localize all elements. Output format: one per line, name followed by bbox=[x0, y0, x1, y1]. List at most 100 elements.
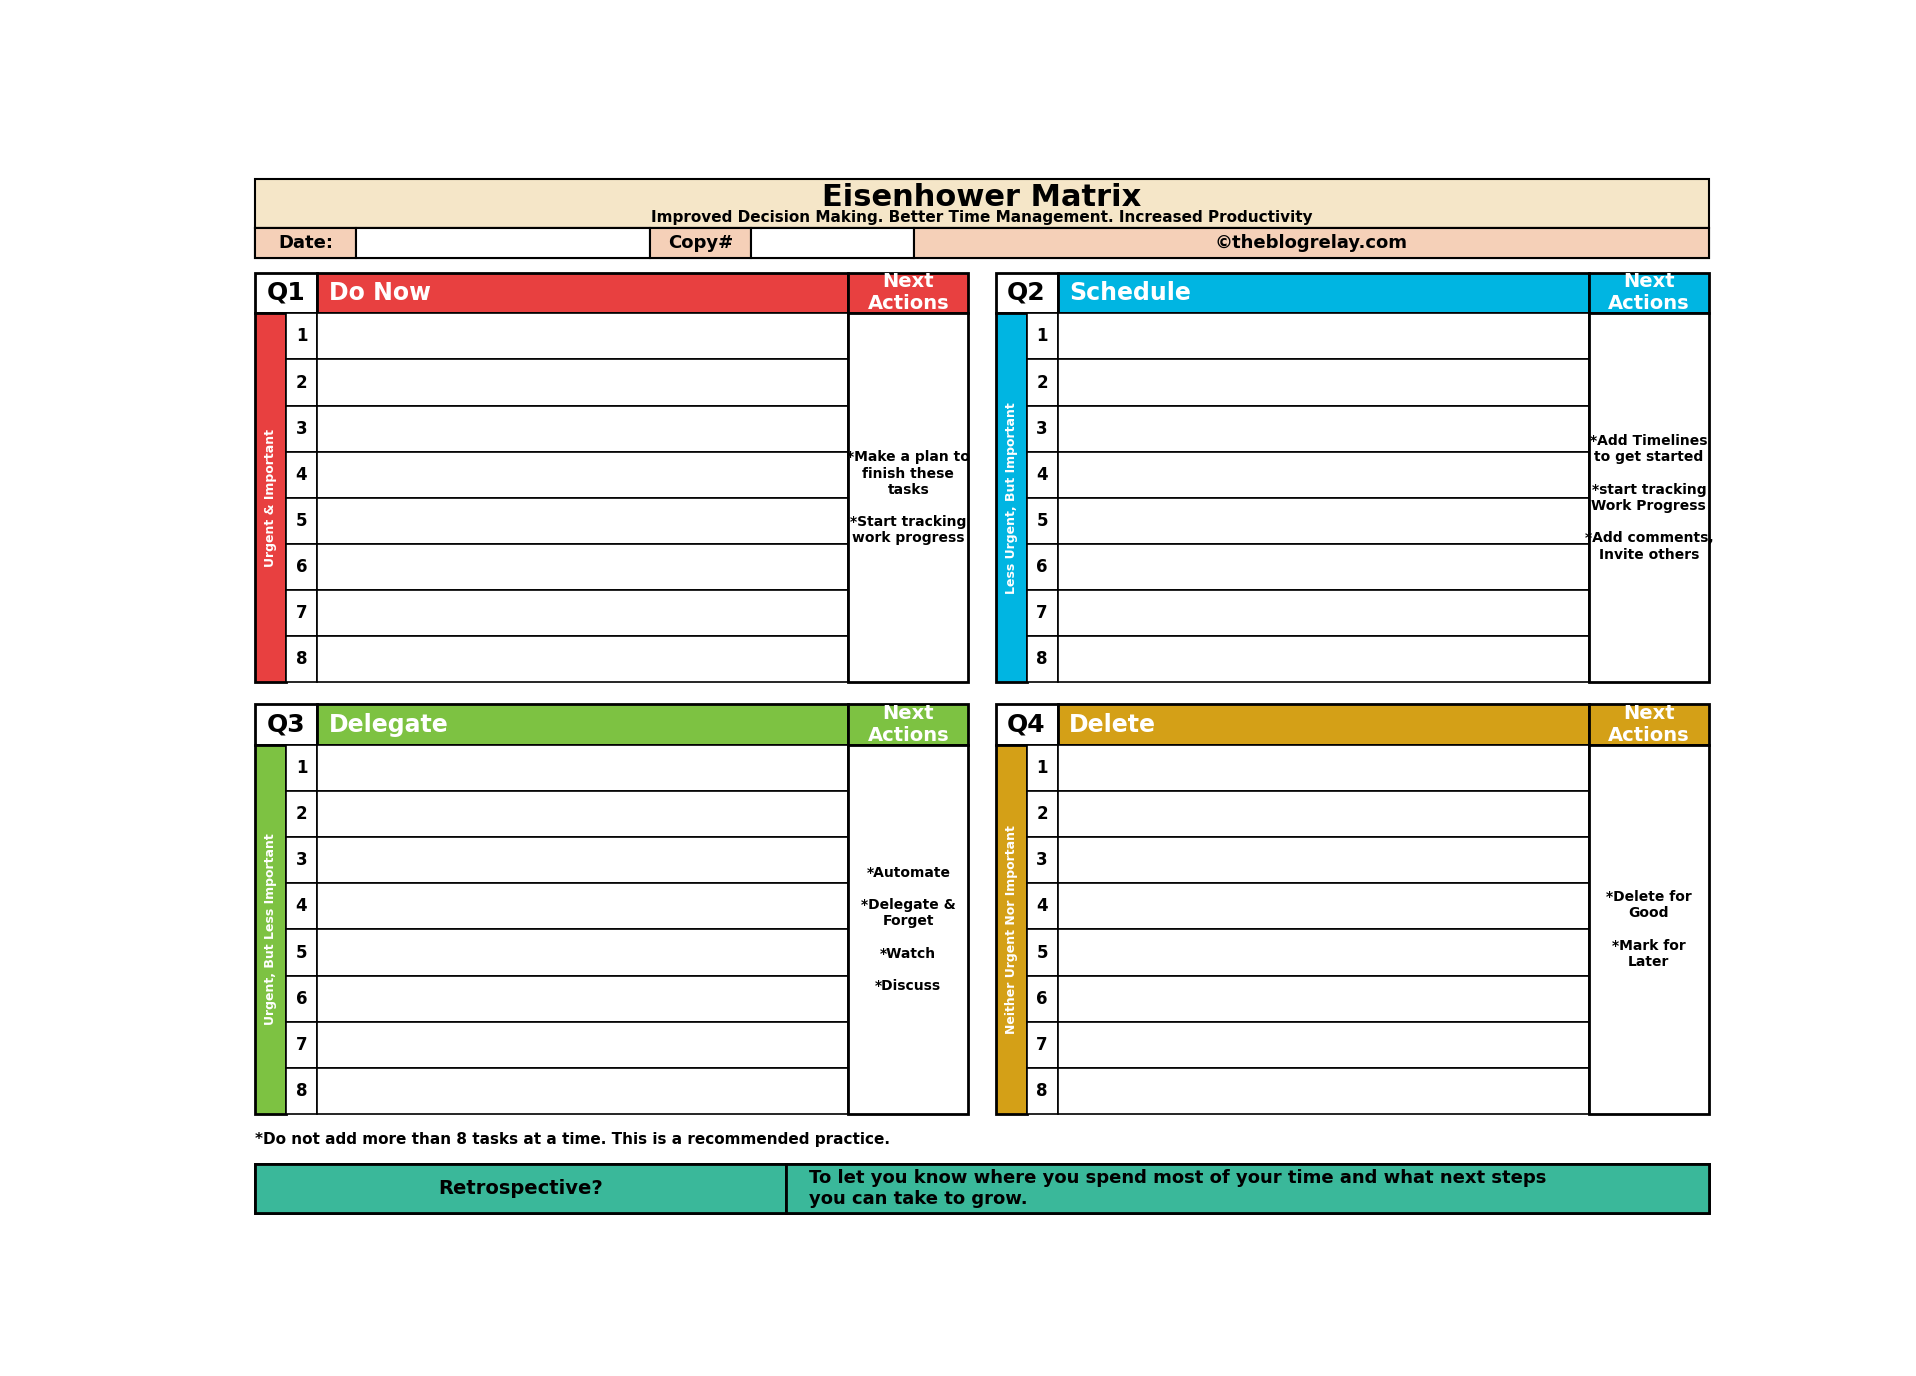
Bar bbox=[316, 406, 849, 451]
Bar bbox=[1058, 314, 1588, 359]
Text: 8: 8 bbox=[295, 651, 307, 669]
Bar bbox=[1058, 705, 1588, 744]
Bar bbox=[849, 705, 968, 744]
Bar bbox=[255, 314, 285, 682]
Bar bbox=[255, 1164, 786, 1214]
Bar bbox=[1027, 1068, 1058, 1115]
Bar bbox=[285, 590, 316, 636]
Text: 1: 1 bbox=[295, 760, 307, 777]
Text: 7: 7 bbox=[295, 604, 307, 622]
Bar bbox=[1058, 744, 1588, 791]
Text: 4: 4 bbox=[1037, 897, 1048, 915]
Text: 6: 6 bbox=[1037, 559, 1048, 577]
Text: ©theblogrelay.com: ©theblogrelay.com bbox=[1215, 234, 1408, 252]
Bar bbox=[285, 636, 316, 682]
Text: Q4: Q4 bbox=[1008, 713, 1046, 736]
Bar bbox=[255, 228, 356, 257]
Text: 3: 3 bbox=[295, 852, 307, 870]
Bar bbox=[316, 359, 849, 406]
Bar bbox=[316, 590, 849, 636]
Text: 3: 3 bbox=[1037, 852, 1048, 870]
Bar bbox=[1027, 929, 1058, 976]
Text: 8: 8 bbox=[295, 1082, 307, 1099]
Bar bbox=[996, 314, 1027, 682]
Text: 7: 7 bbox=[295, 1036, 307, 1054]
Text: 6: 6 bbox=[295, 989, 307, 1007]
Bar bbox=[285, 976, 316, 1022]
Text: Q1: Q1 bbox=[266, 281, 305, 305]
Text: Next
Actions: Next Actions bbox=[1608, 705, 1690, 744]
Text: 4: 4 bbox=[295, 466, 307, 484]
Bar bbox=[996, 744, 1027, 1115]
Text: Date:: Date: bbox=[278, 234, 333, 252]
Bar bbox=[1058, 976, 1588, 1022]
Bar bbox=[1588, 272, 1709, 314]
Text: Retrospective?: Retrospective? bbox=[439, 1179, 604, 1198]
Text: 3: 3 bbox=[295, 420, 307, 438]
Text: 8: 8 bbox=[1037, 651, 1048, 669]
Bar bbox=[316, 272, 849, 314]
Bar bbox=[1027, 744, 1058, 791]
Bar bbox=[1027, 837, 1058, 883]
Bar bbox=[285, 837, 316, 883]
Text: 2: 2 bbox=[1037, 373, 1048, 392]
Text: To let you know where you spend most of your time and what next steps
you can ta: To let you know where you spend most of … bbox=[809, 1170, 1546, 1208]
Text: Delegate: Delegate bbox=[330, 713, 448, 736]
Text: *Do not add more than 8 tasks at a time. This is a recommended practice.: *Do not add more than 8 tasks at a time.… bbox=[255, 1131, 891, 1146]
Bar bbox=[1027, 498, 1058, 544]
Bar bbox=[356, 228, 650, 257]
Bar bbox=[285, 929, 316, 976]
Text: Copy#: Copy# bbox=[669, 234, 734, 252]
Bar bbox=[1027, 406, 1058, 451]
Bar bbox=[255, 1164, 1709, 1214]
Bar bbox=[285, 744, 316, 791]
Bar bbox=[1058, 498, 1588, 544]
Text: Urgent & Important: Urgent & Important bbox=[264, 429, 278, 567]
Bar bbox=[285, 314, 316, 359]
Bar bbox=[849, 314, 968, 682]
Bar bbox=[316, 451, 849, 498]
Text: 4: 4 bbox=[1037, 466, 1048, 484]
Text: Improved Decision Making. Better Time Management. Increased Productivity: Improved Decision Making. Better Time Ma… bbox=[651, 209, 1312, 224]
Text: 8: 8 bbox=[1037, 1082, 1048, 1099]
Bar bbox=[1058, 272, 1588, 314]
Text: 7: 7 bbox=[1037, 604, 1048, 622]
Bar bbox=[1027, 1022, 1058, 1068]
Bar bbox=[1027, 791, 1058, 837]
Text: 5: 5 bbox=[295, 512, 307, 530]
Bar bbox=[1027, 636, 1058, 682]
Bar bbox=[1588, 744, 1709, 1115]
Text: 1: 1 bbox=[295, 327, 307, 345]
Bar bbox=[1058, 590, 1588, 636]
Bar bbox=[786, 1164, 1709, 1214]
Bar bbox=[316, 837, 849, 883]
Bar bbox=[1058, 929, 1588, 976]
Bar bbox=[285, 451, 316, 498]
Bar bbox=[285, 791, 316, 837]
Text: Schedule: Schedule bbox=[1069, 281, 1192, 305]
Bar bbox=[316, 544, 849, 590]
Bar bbox=[285, 359, 316, 406]
Bar bbox=[285, 498, 316, 544]
Text: Eisenhower Matrix: Eisenhower Matrix bbox=[822, 183, 1142, 212]
Bar bbox=[255, 272, 316, 314]
Bar bbox=[1027, 314, 1058, 359]
Text: 7: 7 bbox=[1037, 1036, 1048, 1054]
Bar bbox=[1058, 791, 1588, 837]
Bar bbox=[316, 1068, 849, 1115]
Bar bbox=[1058, 883, 1588, 929]
Bar bbox=[316, 976, 849, 1022]
Bar bbox=[316, 314, 849, 359]
Text: *Automate

*Delegate &
Forget

*Watch

*Discuss: *Automate *Delegate & Forget *Watch *Dis… bbox=[860, 866, 956, 993]
Bar bbox=[1027, 883, 1058, 929]
Bar bbox=[316, 791, 849, 837]
Text: 5: 5 bbox=[1037, 944, 1048, 962]
Text: *Add Timelines
to get started

*start tracking
Work Progress

*Add comments,
Inv: *Add Timelines to get started *start tra… bbox=[1585, 435, 1713, 561]
Text: Less Urgent, But Important: Less Urgent, But Important bbox=[1004, 402, 1017, 594]
Text: 2: 2 bbox=[295, 373, 307, 392]
Bar bbox=[1027, 544, 1058, 590]
Bar bbox=[316, 636, 849, 682]
Bar bbox=[316, 498, 849, 544]
Bar bbox=[849, 272, 968, 314]
Bar bbox=[1027, 590, 1058, 636]
